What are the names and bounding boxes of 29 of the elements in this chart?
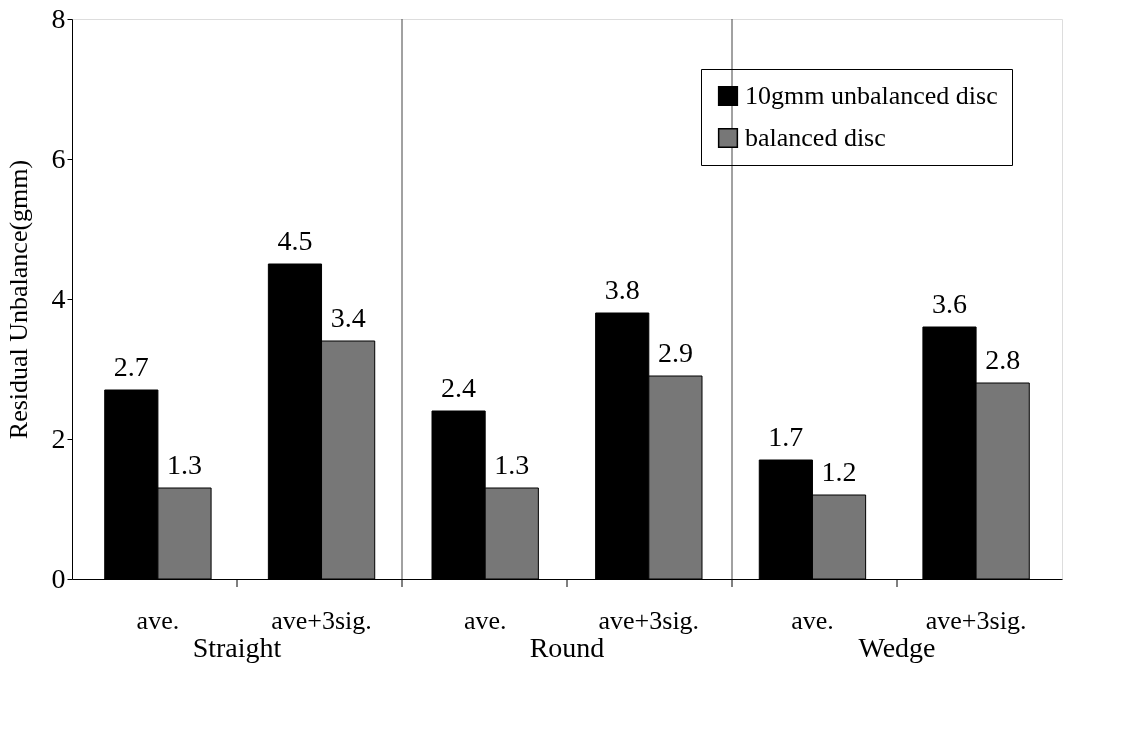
y-tick-label: 8 <box>51 2 66 34</box>
data-label: 1.7 <box>768 421 804 452</box>
y-tick-label: 0 <box>51 562 66 594</box>
x-tick-label: ave+3sig. <box>271 605 372 635</box>
data-label: 1.2 <box>821 456 857 487</box>
text: Straight <box>192 632 282 663</box>
data-label: 3.4 <box>330 302 366 333</box>
data-label: 3.8 <box>604 274 640 305</box>
x-tick-label: ave+3sig. <box>925 605 1027 635</box>
data-label: 1.3 <box>167 449 202 480</box>
legend-label: balanced disc <box>745 123 886 152</box>
y-tick-label: 2 <box>51 422 66 454</box>
data-label: 2.7 <box>113 351 149 382</box>
x-tick-label: ave+3sig. <box>598 605 700 635</box>
x-tick-label: ave. <box>463 605 507 635</box>
data-label: 2.4 <box>441 372 477 403</box>
x-tick-label: ave. <box>136 605 180 635</box>
data-label: 4.5 <box>277 225 313 256</box>
data-label: 1.3 <box>494 449 530 480</box>
legend-label: 10gmm unbalanced disc <box>745 81 998 110</box>
text: Round <box>529 632 605 663</box>
x-tick-label: ave. <box>791 605 834 635</box>
text: Wedge <box>858 632 936 663</box>
y-tick-label: 4 <box>51 282 66 314</box>
y-tick-label: 6 <box>51 142 66 174</box>
data-label: 3.6 <box>932 288 967 319</box>
data-label: 2.9 <box>657 337 693 368</box>
data-label: 2.8 <box>985 344 1021 375</box>
y-axis-title: Residual Unbalance(gmm) <box>3 159 33 440</box>
